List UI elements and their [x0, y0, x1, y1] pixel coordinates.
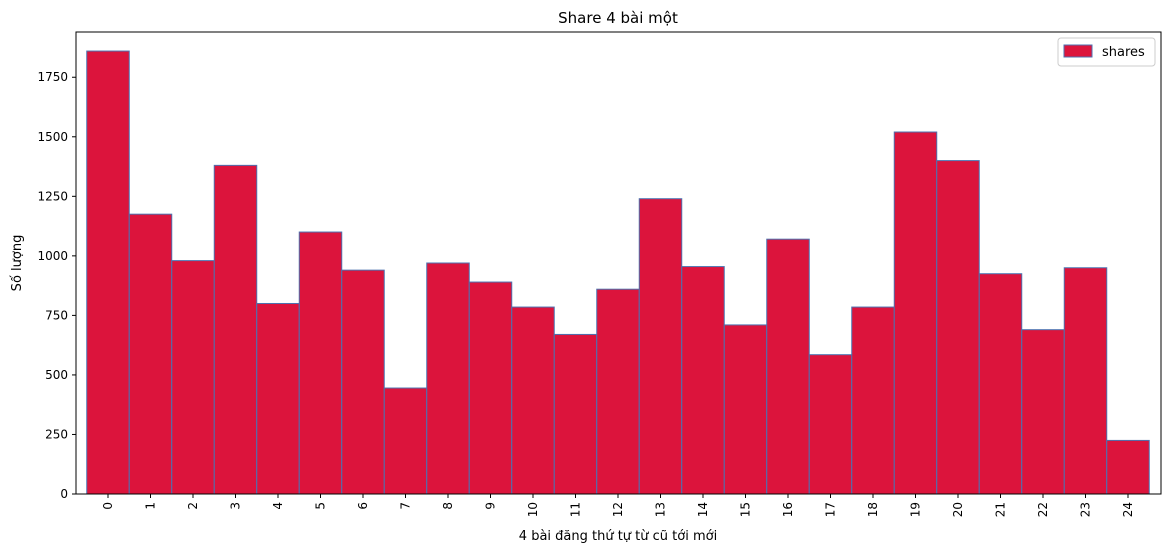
x-tick-label: 9: [484, 502, 498, 510]
bar-1: [128, 213, 173, 495]
bar-11: [553, 333, 598, 495]
bar-5: [298, 231, 343, 495]
bar-14: [681, 266, 725, 495]
x-tick-label: 4: [271, 502, 285, 510]
y-tick-label: 250: [45, 427, 68, 441]
y-tick-label: 1500: [37, 130, 68, 144]
legend: shares: [1057, 37, 1156, 67]
bar-24: [1106, 439, 1150, 495]
x-tick-label: 5: [314, 502, 328, 510]
bar-2: [171, 260, 215, 495]
bar-18: [851, 306, 895, 495]
x-tick-label: 10: [526, 502, 540, 517]
x-tick-label: 13: [654, 502, 668, 517]
bar-3: [213, 164, 258, 495]
y-tick-label: 500: [45, 368, 68, 382]
x-tick-label: 22: [1036, 502, 1050, 517]
bar-21: [978, 273, 1023, 495]
bar-10: [511, 306, 555, 495]
bar-6: [341, 269, 385, 495]
x-tick-label: 1: [144, 502, 158, 510]
x-tick-label: 7: [399, 502, 413, 510]
bar-19: [893, 131, 938, 495]
y-tick-label: 1000: [37, 249, 68, 263]
y-tick-label: 750: [45, 308, 68, 322]
y-axis-title: Số lượng: [10, 235, 25, 292]
x-tick-label: 24: [1121, 502, 1135, 517]
bars-group: [86, 50, 1150, 495]
x-tick-label: 6: [356, 502, 370, 510]
bar-23: [1063, 267, 1108, 495]
bar-8: [426, 262, 470, 495]
x-tick-label: 15: [739, 502, 753, 517]
bar-20: [936, 160, 980, 495]
x-axis: 0 1 2 3 4 5 6 7 8 9 10 11 12 13 14 15 16 17 18 19 20 21 22 23 24: [101, 494, 1135, 517]
bar-4: [256, 302, 300, 495]
bar-16: [766, 238, 810, 495]
x-tick-label: 14: [696, 502, 710, 517]
x-tick-label: 23: [1079, 502, 1093, 517]
bar-22: [1021, 329, 1065, 495]
bar-17: [808, 354, 853, 495]
x-tick-label: 20: [951, 502, 965, 517]
chart-title: Share 4 bài một: [558, 9, 678, 27]
x-tick-label: 3: [229, 502, 243, 510]
bar-9: [468, 281, 513, 495]
x-tick-label: 18: [866, 502, 880, 517]
x-tick-label: 0: [101, 502, 115, 510]
x-tick-label: 12: [611, 502, 625, 517]
legend-label: shares: [1102, 45, 1145, 60]
x-tick-label: 19: [909, 502, 923, 517]
x-tick-label: 16: [781, 502, 795, 517]
bar-7: [383, 387, 428, 495]
y-tick-label: 1750: [37, 70, 68, 84]
x-tick-label: 11: [569, 502, 583, 517]
bar-0: [86, 50, 130, 495]
x-axis-title: 4 bài đăng thứ tự từ cũ tới mới: [519, 529, 717, 544]
x-tick-label: 2: [186, 502, 200, 510]
legend-swatch: [1063, 44, 1093, 58]
y-axis: 0 250 500 750 1000 1250 1500 1750: [37, 70, 76, 501]
x-tick-label: 17: [824, 502, 838, 517]
bar-15: [723, 324, 768, 495]
bar-12: [596, 288, 640, 495]
x-tick-label: 21: [994, 502, 1008, 517]
y-tick-label: 0: [60, 487, 68, 501]
bar-13: [638, 198, 683, 495]
y-tick-label: 1250: [37, 189, 68, 203]
x-tick-label: 8: [441, 502, 455, 510]
